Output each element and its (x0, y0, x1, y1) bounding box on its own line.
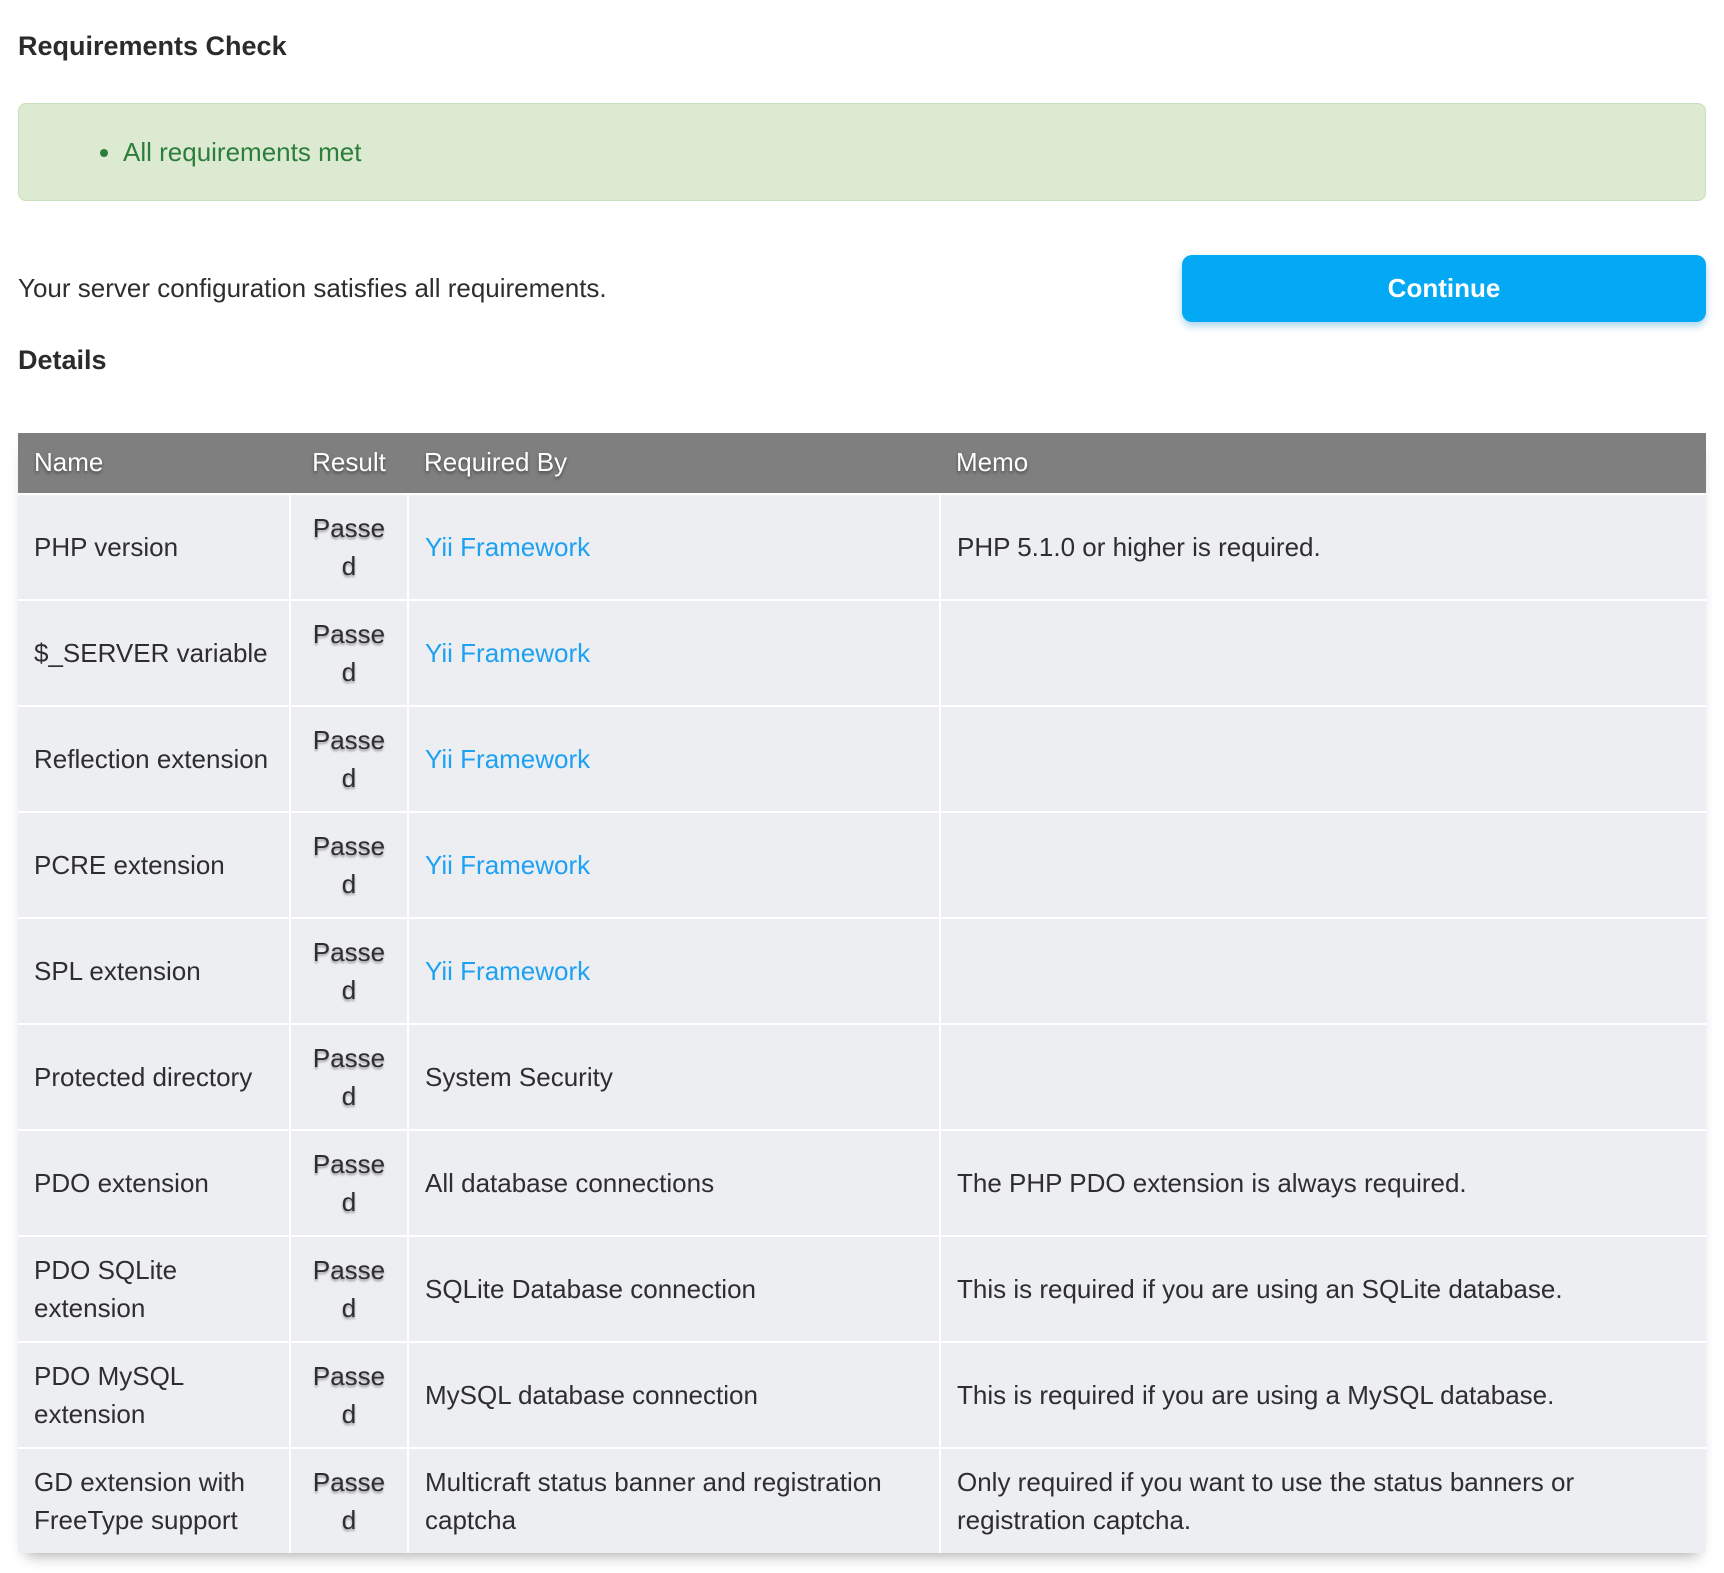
memo-cell: This is required if you are using a MySQ… (939, 1340, 1706, 1449)
column-header-name: Name (18, 432, 290, 495)
table-header-row: Name Result Required By Memo (18, 432, 1706, 495)
requirement-name-cell: Protected directory (18, 1022, 291, 1131)
continue-button[interactable]: Continue (1182, 255, 1706, 323)
required-by-cell: Yii Framework (407, 598, 941, 707)
required-by-text: Multicraft status banner and registratio… (425, 1466, 882, 1535)
memo-cell: Only required if you want to use the sta… (939, 1446, 1706, 1553)
requirement-name-cell: PDO MySQL extension (18, 1340, 291, 1449)
requirement-name-cell: $_SERVER variable (18, 598, 291, 707)
table-row: PHP version Passed Yii Framework PHP 5.1… (18, 492, 1706, 601)
required-by-link[interactable]: Yii Framework (425, 531, 591, 562)
table-row: PDO SQLite extension Passed SQLite Datab… (18, 1234, 1706, 1343)
table-row: SPL extension Passed Yii Framework (18, 916, 1706, 1025)
required-by-cell: Yii Framework (407, 810, 941, 919)
required-by-cell: Yii Framework (407, 916, 941, 1025)
memo-cell (939, 810, 1706, 919)
success-alert-item: All requirements met (123, 134, 1685, 170)
result-status-badge: Passed (289, 1128, 409, 1237)
success-alert-list: All requirements met (19, 134, 1685, 170)
memo-cell: This is required if you are using an SQL… (939, 1234, 1706, 1343)
summary-text: Your server configuration satisfies all … (18, 273, 607, 304)
memo-cell: The PHP PDO extension is always required… (939, 1128, 1706, 1237)
details-title: Details (18, 345, 107, 376)
requirement-name-cell: GD extension with FreeType support (18, 1446, 291, 1553)
table-row: PCRE extension Passed Yii Framework (18, 810, 1706, 919)
required-by-text: SQLite Database connection (425, 1273, 756, 1304)
requirement-name-cell: PCRE extension (18, 810, 291, 919)
table-row: GD extension with FreeType support Passe… (18, 1446, 1706, 1553)
result-status-badge: Passed (289, 916, 409, 1025)
required-by-text: System Security (425, 1061, 613, 1092)
required-by-text: All database connections (425, 1167, 715, 1198)
required-by-cell: All database connections (407, 1128, 941, 1237)
table-row: Reflection extension Passed Yii Framewor… (18, 704, 1706, 813)
required-by-link[interactable]: Yii Framework (425, 849, 591, 880)
requirement-name-cell: Reflection extension (18, 704, 291, 813)
table-row: Protected directory Passed System Securi… (18, 1022, 1706, 1131)
column-header-required-by: Required By (408, 432, 940, 495)
summary-row: Your server configuration satisfies all … (18, 255, 1706, 323)
table-row: PDO extension Passed All database connec… (18, 1128, 1706, 1237)
required-by-cell: Yii Framework (407, 704, 941, 813)
required-by-cell: MySQL database connection (407, 1340, 941, 1449)
memo-cell (939, 598, 1706, 707)
requirements-table-container: Name Result Required By Memo PHP version… (18, 432, 1706, 1553)
table-row: $_SERVER variable Passed Yii Framework (18, 598, 1706, 707)
memo-cell (939, 704, 1706, 813)
result-status-badge: Passed (289, 1022, 409, 1131)
required-by-link[interactable]: Yii Framework (425, 743, 591, 774)
success-alert: All requirements met (18, 103, 1706, 202)
memo-cell (939, 1022, 1706, 1131)
result-status-badge: Passed (289, 492, 409, 601)
required-by-link[interactable]: Yii Framework (425, 637, 591, 668)
requirement-name-cell: PDO SQLite extension (18, 1234, 291, 1343)
result-status-badge: Passed (289, 1234, 409, 1343)
required-by-cell: Yii Framework (407, 492, 941, 601)
result-status-badge: Passed (289, 598, 409, 707)
required-by-text: MySQL database connection (425, 1379, 758, 1410)
column-header-result: Result (290, 432, 408, 495)
required-by-link[interactable]: Yii Framework (425, 955, 591, 986)
required-by-cell: Multicraft status banner and registratio… (407, 1446, 941, 1553)
requirement-name-cell: PHP version (18, 492, 291, 601)
required-by-cell: System Security (407, 1022, 941, 1131)
requirement-name-cell: SPL extension (18, 916, 291, 1025)
result-status-badge: Passed (289, 1340, 409, 1449)
requirements-table: Name Result Required By Memo PHP version… (18, 432, 1706, 1553)
result-status-badge: Passed (289, 704, 409, 813)
required-by-cell: SQLite Database connection (407, 1234, 941, 1343)
result-status-badge: Passed (289, 1446, 409, 1553)
table-row: PDO MySQL extension Passed MySQL databas… (18, 1340, 1706, 1449)
result-status-badge: Passed (289, 810, 409, 919)
memo-cell (939, 916, 1706, 1025)
memo-cell: PHP 5.1.0 or higher is required. (939, 492, 1706, 601)
page-title: Requirements Check (18, 31, 287, 61)
column-header-memo: Memo (940, 432, 1706, 495)
requirement-name-cell: PDO extension (18, 1128, 291, 1237)
